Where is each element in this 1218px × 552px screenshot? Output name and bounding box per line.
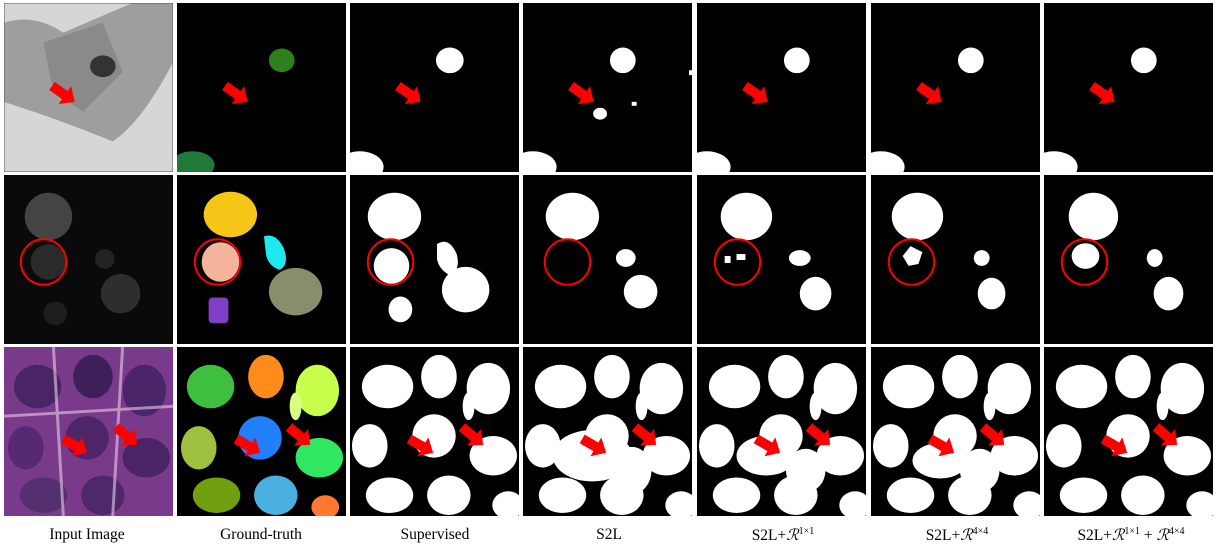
caption-s2l-r1-r4: S2L+ℛ1×1 + ℛ4×4 [1077,526,1185,545]
red-arrow [458,423,484,446]
panel-gt-row-1-arrow [176,2,347,173]
red-arrow [222,81,248,104]
red-arrow [233,434,261,457]
red-circle [366,238,415,286]
red-arrow [395,81,421,104]
caption-s2l-r4: S2L+ℛ4×4 [925,526,989,545]
panel-gt-row-2-circle [176,174,347,345]
red-arrow [916,81,942,104]
red-arrow [742,81,768,104]
red-arrow [568,81,594,104]
panel-r4-row-3-arrows [870,346,1041,517]
panel-r4-row-1-arrow [870,2,1041,173]
red-circle [193,238,242,286]
red-arrow [1100,434,1128,457]
panel-supervised-row-3-arrows [349,346,520,517]
panel-s2l-row-2-circle [522,174,693,345]
panel-r14-row-1-arrow [1043,2,1214,173]
caption-s2l-r1: S2L+ℛ1×1 [751,526,815,545]
red-arrow [579,434,607,457]
caption-ground-truth: Ground-truth [220,526,302,543]
panel-r14-row-2-circle [1043,174,1214,345]
panel-gt-row-3-arrows [176,346,347,517]
caption-supervised: Supervised [400,526,470,543]
panel-supervised-row-1-arrow [349,2,520,173]
red-circle [543,238,592,286]
red-arrow [1152,423,1178,446]
red-arrow [285,423,311,446]
panel-s2l-row-1-arrow [522,2,693,173]
caption-input: Input Image [49,526,125,543]
red-circle [19,238,68,286]
panel-r1-row-1-arrow [696,2,867,173]
red-arrow [805,423,831,446]
panel-r1-row-3-arrows [696,346,867,517]
panel-input-row-1-arrow [3,2,174,173]
red-circle [1060,238,1109,286]
red-arrow [753,434,781,457]
caption-s2l: S2L [596,526,622,543]
panel-r14-row-3-arrows [1043,346,1214,517]
red-circle [713,238,762,286]
panel-r1-row-2-circle [696,174,867,345]
panel-input-row-2-circle [3,174,174,345]
panel-r4-row-2-circle [870,174,1041,345]
red-arrow [1089,81,1115,104]
red-arrow [406,434,434,457]
red-arrow [112,423,138,446]
red-circle [887,238,936,286]
red-arrow [631,423,657,446]
panel-s2l-row-3-arrows [522,346,693,517]
red-arrow [60,434,88,457]
red-arrow [49,81,75,104]
red-arrow [927,434,955,457]
red-arrow [979,423,1005,446]
panel-supervised-row-2-circle [349,174,520,345]
panel-input-row-3-arrows [3,346,174,517]
